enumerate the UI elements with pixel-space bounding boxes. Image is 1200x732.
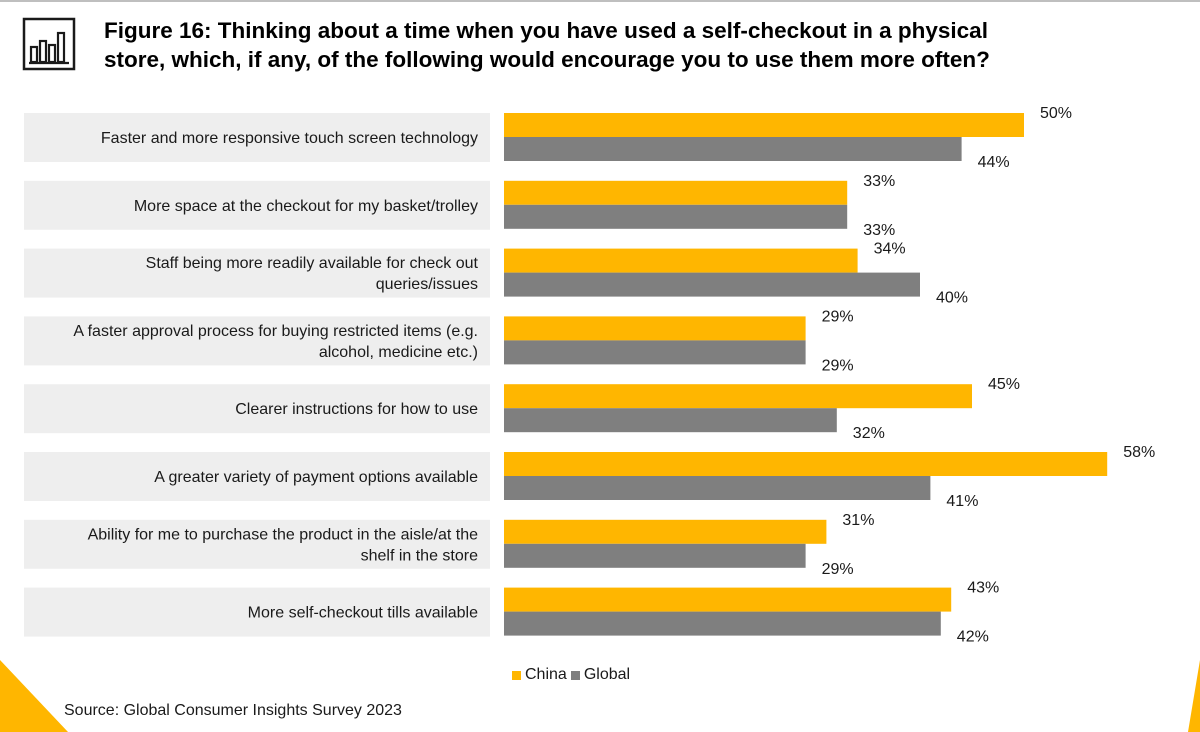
data-label-china: 58%: [1123, 444, 1155, 461]
category-label-bg: [24, 316, 490, 366]
legend-swatch-global: [570, 670, 580, 680]
data-label-global: 41%: [946, 493, 978, 510]
data-label-global: 40%: [936, 290, 968, 307]
legend-swatch-china: [512, 670, 521, 680]
bar-china: [504, 180, 848, 205]
chart-title-line-2: store, which, if any, of the following w…: [104, 47, 990, 72]
data-label-global: 32%: [853, 425, 885, 442]
bar-global: [504, 476, 931, 500]
legend-label-global: Global: [583, 666, 631, 683]
bar-global: [504, 340, 806, 365]
category-label: Clearer instructions for how to use: [235, 401, 478, 418]
category-label: A faster approval process for buying res…: [73, 323, 478, 340]
bar-chart: Faster and more responsive touch screen …: [24, 105, 1155, 646]
bar-china: [504, 248, 858, 273]
bar-china: [504, 587, 952, 612]
bar-china: [504, 519, 827, 544]
data-label-china: 50%: [1040, 105, 1072, 122]
legend-item-global: Global: [570, 666, 631, 684]
data-label-china: 33%: [863, 173, 895, 190]
legend-label-china: China: [525, 666, 567, 683]
data-label-global: 33%: [863, 222, 895, 239]
bar-global: [504, 272, 920, 297]
bar-global: [504, 611, 941, 636]
category-label-bg: [24, 452, 490, 501]
bar-chart-icon: [22, 17, 76, 71]
corner-accent-left: [0, 660, 68, 732]
bar-china: [504, 452, 1108, 476]
chart-title: Figure 16: Thinking about a time when yo…: [104, 16, 1164, 74]
data-label-global: 42%: [957, 629, 989, 646]
bar-global: [504, 137, 962, 161]
category-label-bg: [24, 180, 490, 230]
legend: China Global: [512, 666, 634, 684]
bar-china: [504, 316, 806, 341]
category-label: alcohol, medicine etc.): [319, 344, 478, 361]
bar-china: [504, 384, 972, 409]
data-label-global: 29%: [822, 357, 854, 374]
category-label: More self-checkout tills available: [248, 605, 478, 622]
category-label: shelf in the store: [361, 547, 479, 564]
data-label-global: 29%: [822, 561, 854, 578]
category-label: queries/issues: [376, 276, 478, 293]
bar-global: [504, 543, 806, 568]
data-label-china: 45%: [988, 376, 1020, 393]
bar-china: [504, 113, 1024, 137]
category-label-bg: [24, 113, 490, 162]
category-label-bg: [24, 587, 490, 637]
data-label-china: 43%: [967, 580, 999, 597]
data-label-china: 29%: [822, 308, 854, 325]
category-label: More space at the checkout for my basket…: [134, 198, 478, 215]
category-label-bg: [24, 248, 490, 298]
chart-title-line-1: Figure 16: Thinking about a time when yo…: [104, 18, 988, 43]
category-label: Staff being more readily available for c…: [146, 255, 479, 272]
data-label-china: 31%: [842, 512, 874, 529]
data-label-global: 44%: [978, 154, 1010, 171]
category-label: A greater variety of payment options ava…: [154, 469, 478, 486]
category-label: Faster and more responsive touch screen …: [101, 130, 478, 147]
data-label-china: 34%: [874, 241, 906, 258]
bar-global: [504, 408, 837, 433]
corner-accent-right: [1188, 660, 1200, 732]
category-label-bg: [24, 384, 490, 434]
bar-global: [504, 204, 848, 229]
source-note: Source: Global Consumer Insights Survey …: [64, 702, 402, 719]
top-rule: [0, 0, 1200, 2]
legend-item-china: China: [512, 666, 567, 684]
category-label: Ability for me to purchase the product i…: [88, 526, 479, 543]
category-label-bg: [24, 519, 490, 569]
